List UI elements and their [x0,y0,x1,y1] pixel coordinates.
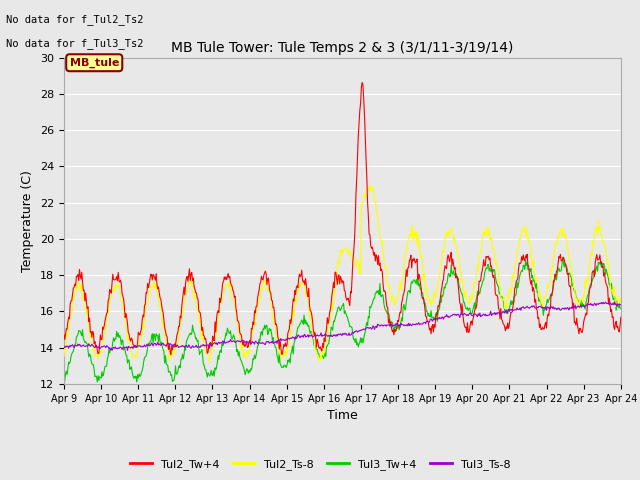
Tul3_Tw+4 [214,360,221,365]
Tul3_Ts-8 [617,302,625,308]
Line: Tul2_Tw+4: Tul2_Tw+4 [64,83,621,355]
Tul2_Ts-8 [60,354,68,360]
Tul2_Tw+4 [60,332,68,337]
Tul3_Tw+4 [70,346,78,351]
Line: Tul3_Ts-8: Tul3_Ts-8 [64,302,621,350]
Tul3_Ts-8 [128,344,136,349]
Tul3_Tw+4 [410,277,418,283]
Tul3_Tw+4 [559,254,566,260]
Tul3_Tw+4 [127,364,135,370]
Tul2_Ts-8 [617,296,625,301]
Line: Tul3_Tw+4: Tul3_Tw+4 [64,257,621,384]
Tul2_Tw+4 [127,335,135,341]
Tul2_Tw+4 [428,324,436,329]
Legend: Tul2_Tw+4, Tul2_Ts-8, Tul3_Tw+4, Tul3_Ts-8: Tul2_Tw+4, Tul2_Ts-8, Tul3_Tw+4, Tul3_Ts… [125,455,515,474]
Tul3_Tw+4 [184,335,192,341]
Tul3_Ts-8 [214,340,222,346]
Tul3_Ts-8 [60,344,68,349]
Tul2_Ts-8 [412,228,419,233]
Tul2_Tw+4 [185,272,193,278]
Tul3_Ts-8 [411,322,419,327]
Tul2_Tw+4 [70,285,78,290]
Title: MB Tule Tower: Tule Temps 2 & 3 (3/1/11-3/19/14): MB Tule Tower: Tule Temps 2 & 3 (3/1/11-… [172,41,513,55]
Tul2_Ts-8 [214,318,222,324]
Tul2_Ts-8 [205,359,213,365]
Tul3_Ts-8 [108,348,116,353]
Line: Tul2_Ts-8: Tul2_Ts-8 [64,185,621,362]
Tul2_Tw+4 [358,80,366,85]
Tul2_Ts-8 [428,299,436,304]
Tul3_Tw+4 [60,381,68,387]
Tul3_Tw+4 [617,305,625,311]
Tul3_Ts-8 [428,316,435,322]
Text: MB_tule: MB_tule [70,58,119,68]
Tul2_Ts-8 [70,295,78,301]
Tul2_Tw+4 [412,260,419,266]
Tul2_Tw+4 [617,314,625,320]
X-axis label: Time: Time [327,409,358,422]
Tul3_Ts-8 [70,345,78,350]
Tul3_Tw+4 [426,314,434,320]
Tul2_Tw+4 [167,352,175,358]
Tul2_Tw+4 [214,308,222,313]
Tul3_Ts-8 [611,299,618,305]
Tul2_Ts-8 [184,286,192,292]
Tul2_Ts-8 [367,182,374,188]
Text: No data for f_Tul2_Ts2: No data for f_Tul2_Ts2 [6,14,144,25]
Tul3_Ts-8 [185,342,193,348]
Text: No data for f_Tul3_Ts2: No data for f_Tul3_Ts2 [6,38,144,49]
Y-axis label: Temperature (C): Temperature (C) [22,170,35,272]
Tul2_Ts-8 [127,352,135,358]
